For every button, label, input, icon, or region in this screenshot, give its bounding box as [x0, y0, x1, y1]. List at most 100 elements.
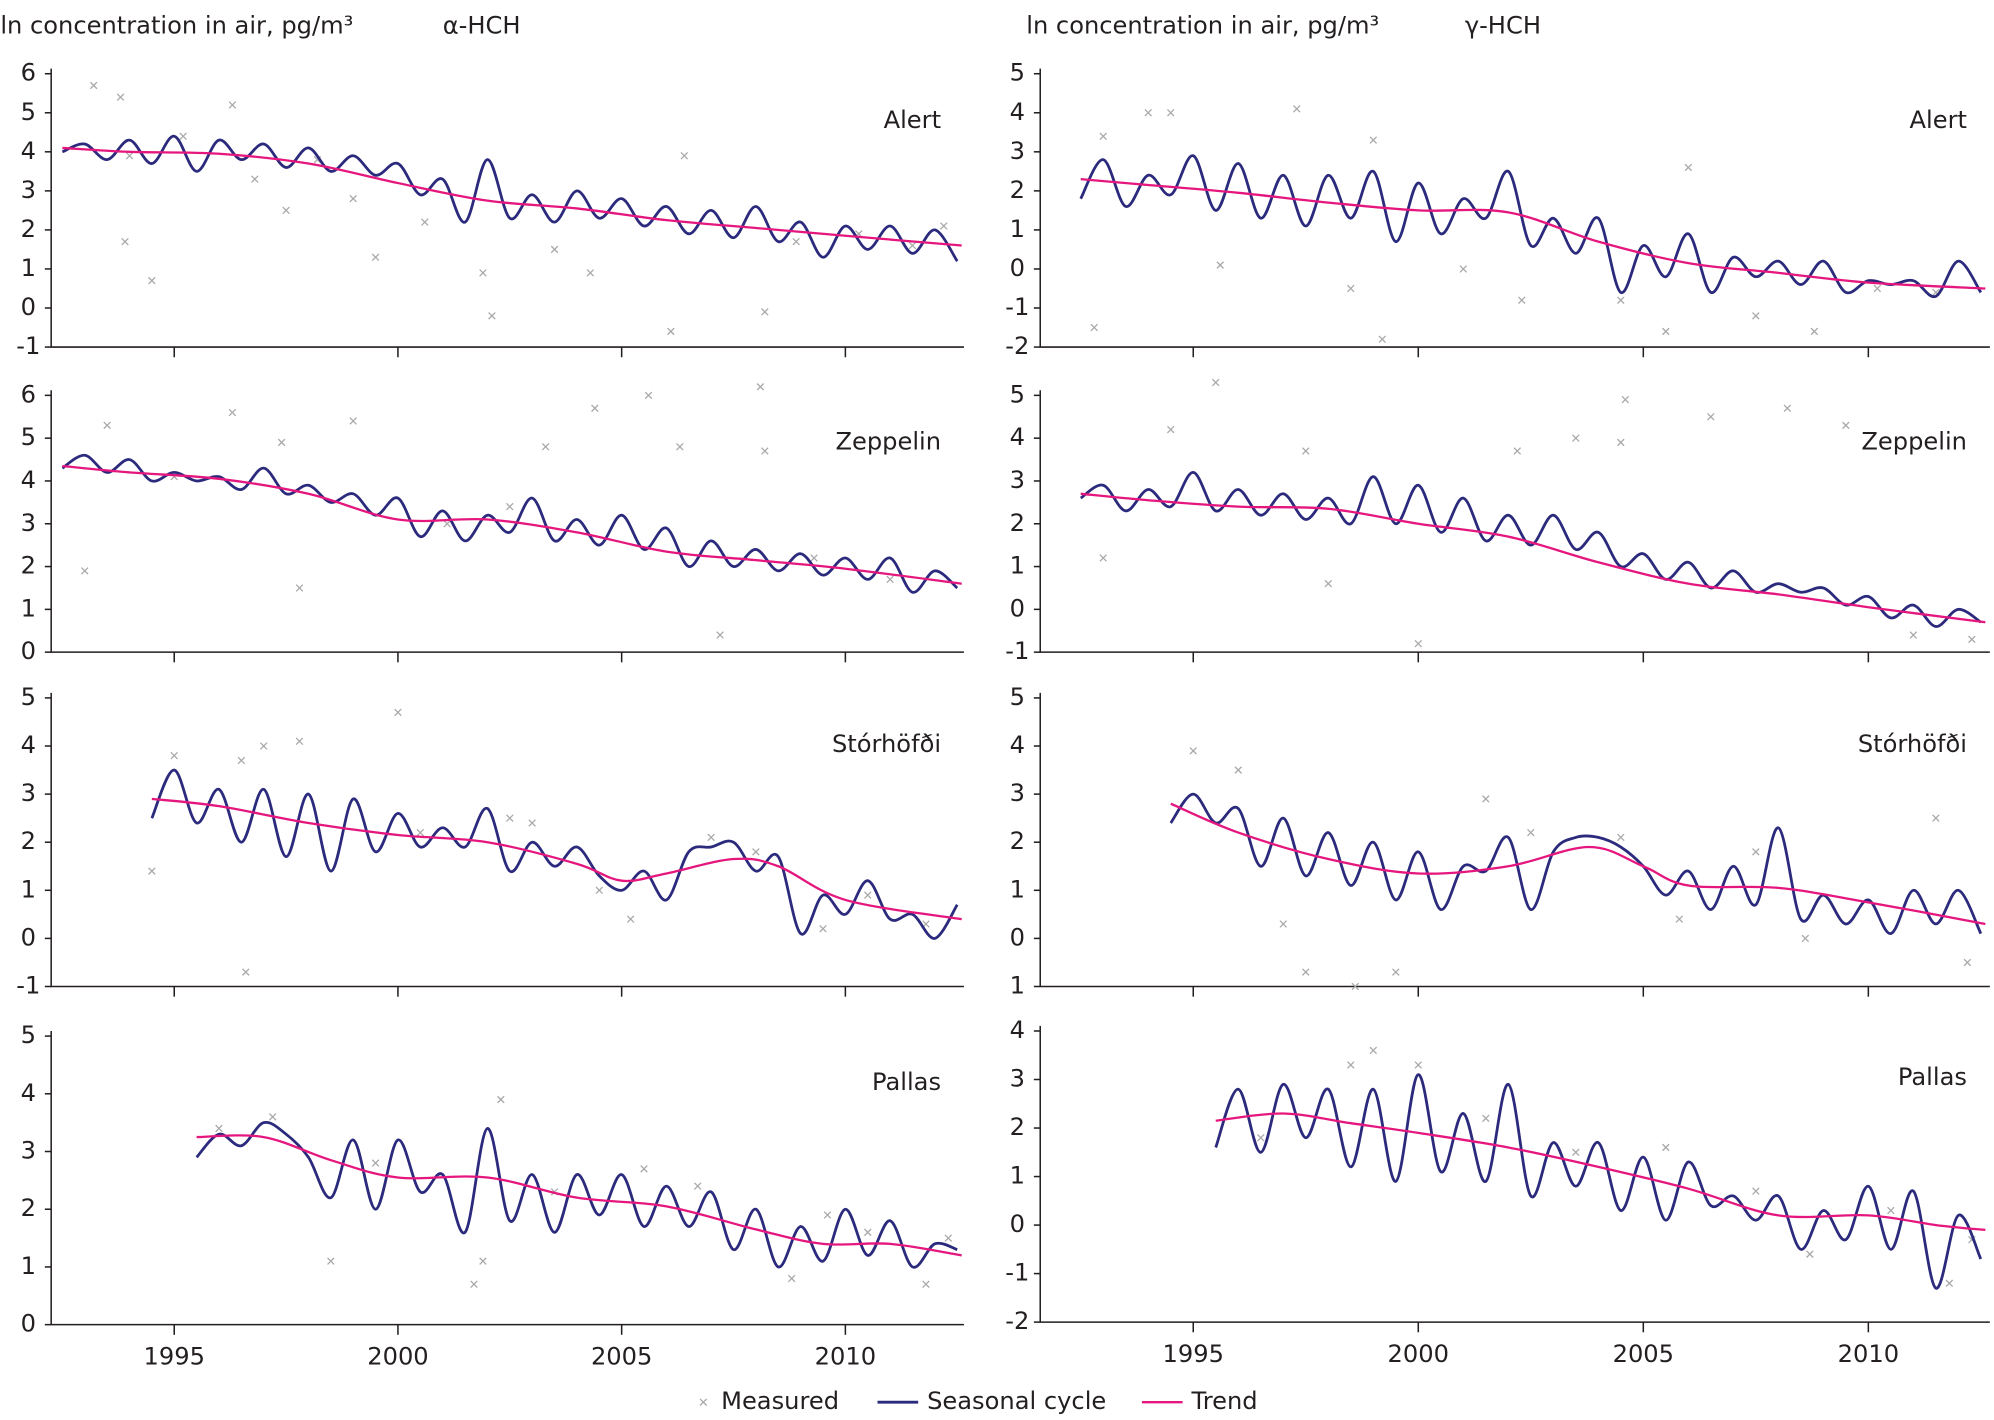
seasonal-cycle-line: [61, 134, 959, 262]
measured-point: [1216, 261, 1225, 269]
measured-point: [295, 737, 304, 745]
measured-point: [80, 567, 89, 575]
axis-line: [50, 1030, 964, 1326]
measured-point: [1675, 915, 1684, 923]
y-tick-label: 4: [1010, 1016, 1025, 1044]
measured-point: [170, 751, 178, 760]
y-tick-label: -1: [16, 971, 40, 999]
y-tick-label: 5: [1010, 683, 1025, 711]
measured-point: [179, 132, 187, 140]
y-tick-label: 3: [21, 509, 36, 537]
measured-point: [667, 327, 675, 336]
y-tick-label: 1: [1010, 1162, 1025, 1190]
measured-point: [528, 819, 536, 827]
measured-point: [819, 925, 827, 933]
measured-point: [944, 1234, 953, 1242]
measured-point: [1099, 132, 1107, 140]
measured-point: [282, 206, 290, 215]
measured-point: [1752, 1187, 1760, 1195]
y-tick-label: 0: [21, 293, 36, 321]
y-tick-label: 4: [1010, 731, 1025, 759]
y-tick-label: 0: [21, 923, 36, 951]
measured-point: [1234, 766, 1243, 774]
station-label: Pallas: [872, 1068, 941, 1096]
y-tick-label: 0: [21, 637, 36, 665]
measured-point: [349, 194, 357, 203]
seasonal-cycle-line: [195, 1120, 958, 1269]
measured-point: [644, 391, 653, 400]
measured-point: [1414, 1061, 1423, 1069]
measured-point: [541, 442, 550, 451]
y-tick-label: 2: [21, 215, 36, 243]
measured-point: [394, 708, 402, 717]
station-label: Stórhöfði: [832, 730, 941, 758]
measured-point: [1617, 296, 1625, 304]
compound-title: α-HCH: [443, 12, 521, 40]
seasonal-cycle-line: [1079, 154, 1983, 299]
x-tick-label: 2005: [591, 1343, 652, 1371]
y-tick-label: 1: [1010, 215, 1025, 243]
station-label: Stórhöfði: [1858, 730, 1967, 758]
measured-point: [922, 1280, 930, 1289]
measured-point: [1783, 404, 1792, 412]
measured-point: [1414, 639, 1423, 648]
y-tick-label: 3: [1010, 137, 1025, 165]
measured-point: [1166, 425, 1175, 434]
measured-point: [1351, 982, 1360, 991]
x-tick-label: 1995: [144, 1343, 205, 1371]
y-tick-label: 4: [1010, 423, 1025, 451]
y-tick-label: 1: [21, 254, 36, 282]
measured-point: [228, 101, 237, 109]
measured-point: [237, 756, 246, 765]
y-tick-label: 5: [1010, 380, 1025, 408]
measured-point: [1752, 848, 1760, 856]
measured-point: [1518, 296, 1526, 304]
measured-point: [693, 1182, 702, 1190]
y-tick-label: 5: [1010, 59, 1025, 87]
legend-label: Seasonal cycle: [927, 1387, 1106, 1415]
y-tick-label: 3: [1010, 1065, 1025, 1093]
measured-point: [125, 151, 134, 160]
measured-point: [716, 631, 724, 639]
y-tick-label: 2: [1010, 509, 1025, 537]
compound-title: γ-HCH: [1465, 12, 1541, 40]
measured-point: [1090, 323, 1098, 332]
measured-point: [1211, 378, 1220, 387]
y-tick-label: 4: [21, 731, 36, 759]
x-tick-label: 2010: [1838, 1340, 1899, 1368]
measured-point: [116, 93, 125, 101]
y-tick-label: -1: [1005, 1259, 1029, 1287]
measured-point: [1302, 968, 1310, 976]
axis-line: [1039, 68, 1990, 348]
x-tick-label: 2010: [815, 1343, 876, 1371]
y-tick-label: 3: [1010, 466, 1025, 494]
y-tick-label: 2: [21, 1194, 36, 1222]
station-label: Pallas: [1898, 1063, 1967, 1091]
y-tick-label: 4: [21, 137, 36, 165]
measured-point: [327, 1257, 335, 1265]
measured-point: [680, 151, 689, 160]
measured-point: [1617, 438, 1625, 447]
y-tick-label: 3: [21, 779, 36, 807]
measured-point: [1873, 284, 1882, 293]
measured-point: [1324, 579, 1333, 588]
measured-point: [640, 1165, 648, 1173]
measured-point: [863, 891, 872, 899]
measured-point: [752, 848, 760, 856]
station-label: Zeppelin: [1861, 427, 1967, 455]
measured-point: [1806, 1250, 1814, 1258]
measured-point: [1572, 1148, 1580, 1157]
measured-point: [1887, 1206, 1895, 1215]
measured-point: [1189, 747, 1197, 755]
measured-point: [1662, 1143, 1670, 1152]
y-tick-label: 3: [1010, 779, 1025, 807]
measured-point: [810, 554, 818, 562]
measured-point: [1662, 327, 1670, 336]
measured-point: [1968, 635, 1976, 644]
y-tick-label: -1: [1005, 293, 1029, 321]
y-tick-label: 0: [1010, 923, 1025, 951]
y-tick-label: 0: [1010, 594, 1025, 622]
measured-point: [1369, 136, 1378, 144]
measured-point: [421, 218, 429, 226]
